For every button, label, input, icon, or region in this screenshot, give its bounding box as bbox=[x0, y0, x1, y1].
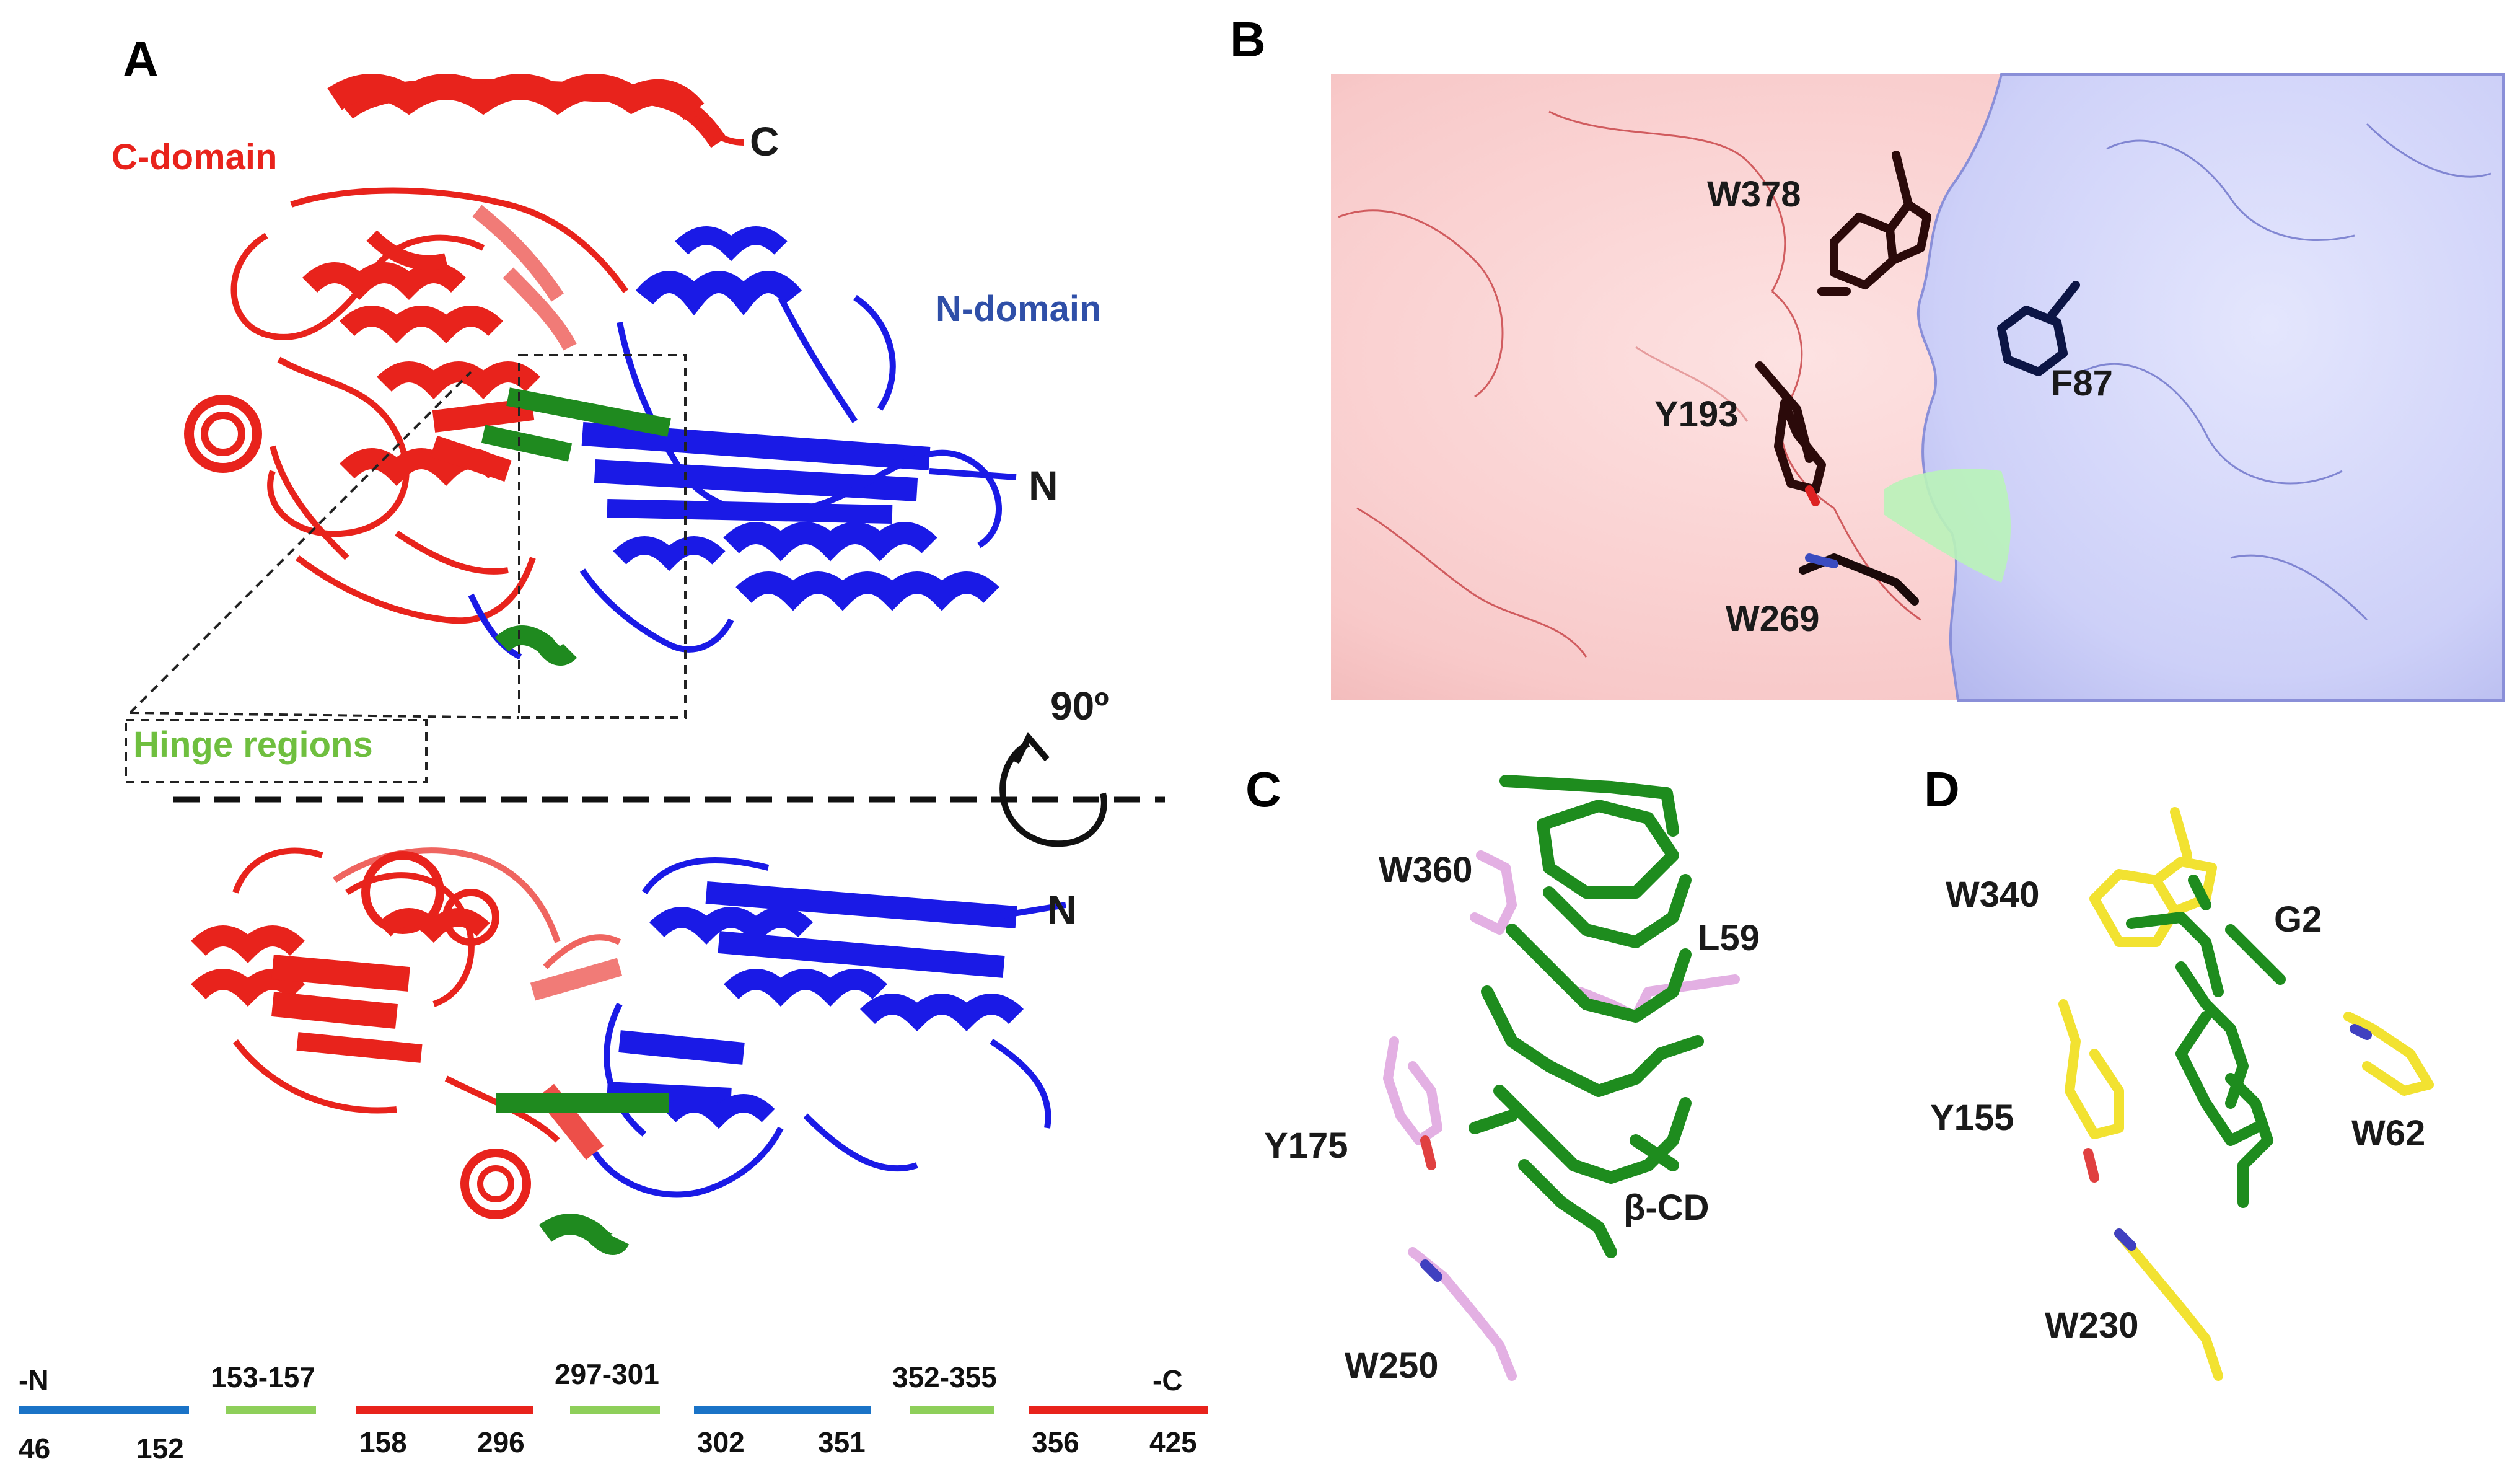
c-domain-label: C-domain bbox=[112, 137, 278, 177]
c-domain-bottom bbox=[190, 847, 623, 1219]
structure-bottom bbox=[190, 847, 1066, 1255]
panel-label-a: A bbox=[123, 32, 159, 87]
hinge-bottom bbox=[496, 1093, 669, 1255]
residue-label-w230: W230 bbox=[2045, 1305, 2139, 1346]
seq-start-label: 302 bbox=[697, 1426, 745, 1458]
seq-end-label: 351 bbox=[818, 1426, 866, 1458]
seq-end-label: 152 bbox=[136, 1432, 184, 1465]
n-domain-label: N-domain bbox=[936, 289, 1102, 329]
rotation-label: 90º bbox=[1050, 684, 1109, 728]
seq-range-label: -C bbox=[1152, 1364, 1183, 1396]
residue-label-w340: W340 bbox=[1946, 875, 2040, 915]
n-domain-bottom bbox=[592, 857, 1066, 1198]
residue-label-w360: W360 bbox=[1379, 850, 1473, 890]
residue-label-y193: Y193 bbox=[1654, 394, 1739, 434]
ligand-label-g2: G2 bbox=[2274, 899, 2322, 940]
residue-label-l59: L59 bbox=[1698, 918, 1760, 958]
seq-start-label: 356 bbox=[1032, 1426, 1079, 1458]
seq-range-label: 297-301 bbox=[555, 1358, 659, 1390]
panel-label-c: C bbox=[1245, 762, 1281, 817]
rotation-axis bbox=[173, 732, 1165, 847]
c-domain-top bbox=[184, 74, 744, 624]
n-terminus-bottom-label: N bbox=[1047, 887, 1077, 933]
residue-label-y155: Y155 bbox=[1930, 1098, 2014, 1138]
residue-label-w62: W62 bbox=[2351, 1113, 2426, 1153]
panel-d-sticks bbox=[2058, 807, 2434, 1381]
n-terminus-top-label: N bbox=[1029, 462, 1058, 508]
seq-range-label: -N bbox=[19, 1364, 49, 1396]
panel-label-b: B bbox=[1230, 12, 1266, 67]
hinge-callout-lines bbox=[125, 354, 687, 783]
n-domain-top bbox=[468, 226, 1017, 660]
hinge-regions-label: Hinge regions bbox=[133, 725, 373, 765]
seq-end-label: 425 bbox=[1149, 1426, 1197, 1458]
c-terminus-label: C bbox=[750, 118, 779, 164]
seq-start-label: 46 bbox=[19, 1432, 51, 1465]
panel-c-sticks bbox=[1383, 775, 1740, 1381]
residue-label-w250: W250 bbox=[1345, 1346, 1439, 1386]
surface-panel-b bbox=[1331, 73, 2505, 702]
structure-top bbox=[125, 74, 1017, 783]
hinge-top bbox=[481, 387, 671, 666]
residue-label-w269: W269 bbox=[1726, 599, 1820, 639]
seq-end-label: 296 bbox=[477, 1426, 525, 1458]
seq-range-label: 153-157 bbox=[211, 1361, 315, 1393]
ligand-label-beta-cd: β-CD bbox=[1623, 1188, 1710, 1228]
residue-label-f87: F87 bbox=[2051, 363, 2113, 403]
panel-label-d: D bbox=[1924, 762, 1960, 817]
seq-range-label: 352-355 bbox=[892, 1361, 997, 1393]
residue-label-y175: Y175 bbox=[1264, 1126, 1348, 1166]
seq-start-label: 158 bbox=[359, 1426, 407, 1458]
residue-label-w378: W378 bbox=[1707, 174, 1801, 214]
